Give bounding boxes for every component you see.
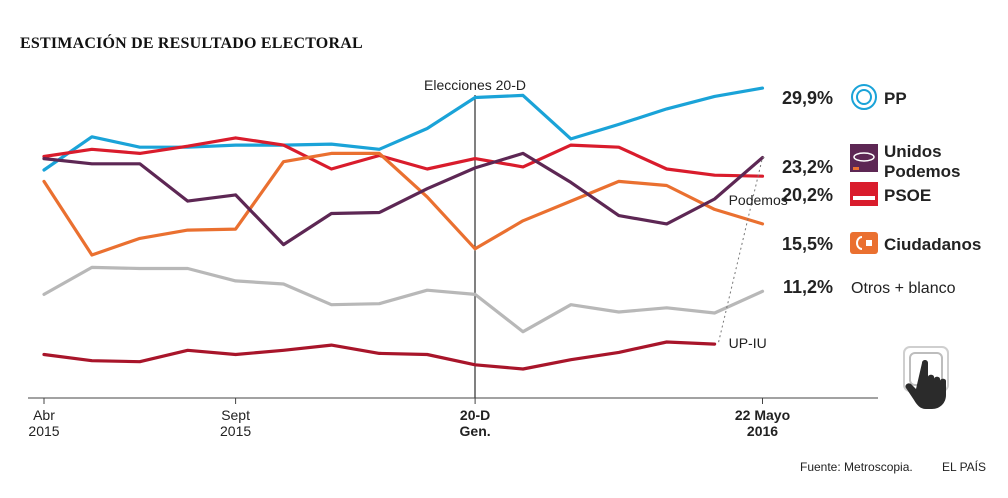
source-note: Fuente: Metroscopia. xyxy=(800,460,913,474)
publisher-name: EL PAÍS xyxy=(942,460,987,474)
end-value-psoe: 20,2% xyxy=(782,185,833,205)
pp-logo-icon xyxy=(851,84,877,110)
series-line-podemos xyxy=(42,151,765,247)
x-tick-label: 2015 xyxy=(28,423,59,439)
x-tick-label: Sept xyxy=(221,407,250,423)
end-value-ciudadanos: 15,5% xyxy=(782,234,833,254)
x-tick-label: 2016 xyxy=(747,423,778,439)
x-tick-label: 2015 xyxy=(220,423,251,439)
unidos-podemos-logo-icon xyxy=(850,144,878,172)
x-tick-label: 22 Mayo xyxy=(735,407,790,423)
legend-label-ciudadanos: Ciudadanos xyxy=(884,235,981,254)
legend-label-pp: PP xyxy=(884,89,907,108)
x-tick-label: 20-D xyxy=(460,407,490,423)
end-value-otros: 11,2% xyxy=(783,277,833,297)
series-line-iu xyxy=(42,340,717,371)
ciudadanos-logo-icon xyxy=(850,232,878,254)
series-annotation-iu: UP-IU xyxy=(729,335,767,351)
series-line-pp xyxy=(42,86,765,172)
legend-label-unidos: Unidos xyxy=(884,142,942,161)
series-line-ciudadanos xyxy=(42,151,765,257)
legend-label-psoe: PSOE xyxy=(884,186,931,205)
legend-label-otros: Otros + blanco xyxy=(851,280,956,297)
series-line-otros xyxy=(42,265,765,334)
series-annotation-podemos: Podemos xyxy=(729,192,788,208)
hand-pointer-icon[interactable] xyxy=(903,346,949,409)
psoe-logo-icon xyxy=(850,182,878,206)
event-label: Elecciones 20-D xyxy=(424,77,526,93)
x-tick-label: Gen. xyxy=(460,423,491,439)
connector-layer xyxy=(718,157,765,343)
connector-iu xyxy=(718,157,763,343)
series-layer xyxy=(42,86,765,371)
end-value-unidos: 23,2% xyxy=(782,157,833,177)
legend-label-unidos: Podemos xyxy=(884,162,961,181)
end-value-pp: 29,9% xyxy=(782,88,833,108)
chart-title: ESTIMACIÓN DE RESULTADO ELECTORAL xyxy=(20,35,363,52)
x-tick-label: Abr xyxy=(33,407,55,423)
series-line-psoe xyxy=(42,136,765,178)
